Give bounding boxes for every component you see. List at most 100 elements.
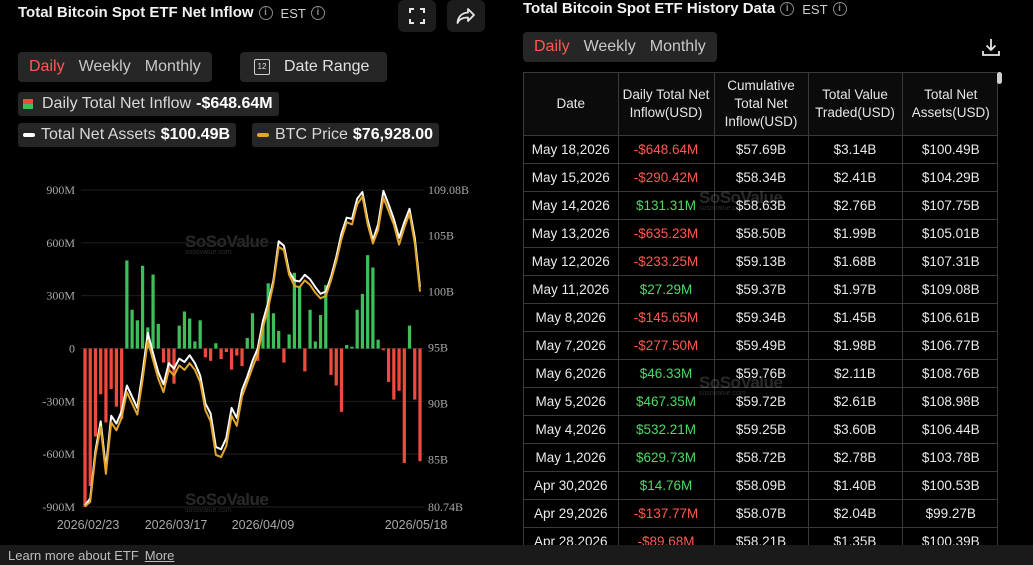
- table-cell: $106.44B: [902, 415, 997, 444]
- table-cell: May 6,2026: [524, 359, 619, 388]
- inflow-bar: [245, 337, 249, 349]
- info-icon[interactable]: i: [258, 6, 273, 21]
- table-cell: $100.49B: [902, 135, 997, 164]
- tab-weekly[interactable]: Weekly: [78, 58, 131, 75]
- history-period-tabs: Daily Weekly Monthly: [523, 32, 717, 62]
- tab-monthly[interactable]: Monthly: [144, 58, 201, 75]
- column-header[interactable]: Total Net Assets(USD): [902, 73, 997, 136]
- legend-inflow[interactable]: Daily Total Net Inflow -$648.64M: [18, 92, 279, 116]
- inflow-bar: [214, 343, 218, 349]
- table-row[interactable]: May 14,2026 $131.31M $58.63B $2.76B $107.75B: [524, 191, 997, 220]
- table-cell: $99.27B: [902, 499, 997, 528]
- table-cell: May 12,2026: [524, 247, 619, 276]
- table-row[interactable]: May 8,2026 -$145.65M $59.34B $1.45B $106.61B: [524, 303, 997, 332]
- table-row[interactable]: May 18,2026 -$648.64M $57.69B $3.14B $100.49…: [524, 135, 997, 164]
- table-cell: $59.13B: [714, 247, 809, 276]
- inflow-bar: [402, 348, 406, 463]
- tab-weekly[interactable]: Weekly: [583, 38, 636, 55]
- table-row[interactable]: Apr 28,2026 -$89.68M $58.21B $1.35B $100.39B: [524, 527, 997, 545]
- table-cell: $1.68B: [808, 247, 903, 276]
- left-axis-tick-label: 600M: [46, 236, 75, 250]
- inflow-bar: [292, 272, 296, 349]
- table-watermark-2: SoSoValue sosovalue.com: [699, 373, 783, 397]
- table-cell: $14.76M: [618, 471, 715, 500]
- left-axis-tick-label: 300M: [46, 289, 75, 303]
- table-cell: $100.39B: [902, 527, 997, 545]
- x-axis-tick-label: 2026/05/18: [385, 518, 448, 532]
- table-row[interactable]: May 11,2026 $27.29M $59.37B $1.97B $109.08B: [524, 275, 997, 304]
- more-link[interactable]: More: [144, 548, 175, 563]
- legend-assets[interactable]: Total Net Assets $100.49B: [18, 123, 237, 147]
- inflow-bar: [334, 348, 338, 386]
- table-row[interactable]: May 13,2026 -$635.23M $58.50B $1.99B $105.01…: [524, 219, 997, 248]
- table-row[interactable]: May 5,2026 $467.35M $59.72B $2.61B $108.98B: [524, 387, 997, 416]
- table-cell: $105.01B: [902, 219, 997, 248]
- legend-btc[interactable]: BTC Price $76,928.00: [252, 123, 439, 147]
- date-range-button[interactable]: 12 Date Range: [240, 52, 387, 82]
- inflow-bar: [229, 348, 234, 370]
- column-header[interactable]: Cumulative Total Net Inflow(USD): [714, 73, 809, 136]
- table-cell: $59.76B: [714, 359, 809, 388]
- net-inflow-panel: Total Bitcoin Spot ETF Net Inflow i EST i D…: [0, 0, 505, 545]
- inflow-bar: [418, 348, 422, 462]
- inflow-bar: [99, 348, 103, 395]
- inflow-bar: [271, 313, 276, 349]
- table-cell: $1.99B: [808, 219, 903, 248]
- column-header[interactable]: Daily Total Net Inflow(USD): [618, 73, 715, 136]
- table-cell: $58.50B: [714, 219, 809, 248]
- table-cell: $59.34B: [714, 303, 809, 332]
- table-cell: $58.72B: [714, 443, 809, 472]
- table-watermark-subtext-2: sosovalue.com: [699, 390, 746, 397]
- tab-daily[interactable]: Daily: [534, 38, 570, 55]
- timezone-info-icon[interactable]: i: [310, 6, 325, 21]
- table-cell: -$635.23M: [618, 219, 715, 248]
- inflow-bar: [172, 348, 176, 384]
- table-row[interactable]: Apr 29,2026 -$137.77M $58.07B $2.04B $99.27B: [524, 499, 997, 528]
- tab-daily[interactable]: Daily: [29, 58, 65, 75]
- inflow-bar: [219, 348, 223, 360]
- table-row[interactable]: May 1,2026 $629.73M $58.72B $2.78B $103.78B: [524, 443, 997, 472]
- inflow-bar: [83, 348, 87, 507]
- table-watermark-text: SoSoValue: [699, 188, 783, 207]
- fullscreen-icon: [409, 8, 425, 24]
- table-row[interactable]: May 15,2026 -$290.42M $58.34B $2.41B $104.29…: [524, 163, 997, 192]
- assets-swatch: [23, 133, 35, 137]
- table-watermark: SoSoValue sosovalue.com: [699, 188, 783, 212]
- table-cell: $3.60B: [808, 415, 903, 444]
- inflow-bar: [345, 344, 349, 349]
- column-header[interactable]: Total Value Traded(USD): [808, 73, 903, 136]
- inflow-bar: [297, 286, 302, 349]
- table-row[interactable]: Apr 30,2026 $14.76M $58.09B $1.40B $100.53B: [524, 471, 997, 500]
- footer-text: Learn more about ETF: [8, 548, 139, 563]
- table-watermark-text-2: SoSoValue: [699, 373, 783, 392]
- inflow-bar: [397, 348, 401, 391]
- share-button[interactable]: [447, 0, 485, 32]
- inflow-bar: [277, 330, 281, 349]
- table-row[interactable]: May 4,2026 $532.21M $59.25B $3.60B $106.44B: [524, 415, 997, 444]
- history-table-container[interactable]: Date Daily Total Net Inflow(USD) Cumulat…: [523, 72, 998, 545]
- table-cell: $2.76B: [808, 191, 903, 220]
- inflow-bar: [324, 285, 328, 349]
- table-row[interactable]: May 7,2026 -$277.50M $59.49B $1.98B $106.77B: [524, 331, 997, 360]
- timezone-info-icon[interactable]: i: [832, 2, 847, 17]
- info-icon[interactable]: i: [780, 2, 795, 17]
- fullscreen-button[interactable]: [398, 0, 436, 32]
- inflow-bar: [318, 315, 323, 349]
- table-cell: $109.08B: [902, 275, 997, 304]
- tab-monthly[interactable]: Monthly: [649, 38, 706, 55]
- table-scrollbar[interactable]: [997, 72, 1002, 84]
- table-row[interactable]: May 6,2026 $46.33M $59.76B $2.11B $108.76B: [524, 359, 997, 388]
- table-cell: May 5,2026: [524, 387, 619, 416]
- download-icon[interactable]: [980, 36, 1002, 58]
- table-cell: $59.72B: [714, 387, 809, 416]
- table-cell: $103.78B: [902, 443, 997, 472]
- column-header[interactable]: Date: [524, 73, 619, 136]
- table-cell: May 7,2026: [524, 331, 619, 360]
- table-cell: $59.37B: [714, 275, 809, 304]
- legend-btc-label: BTC Price: [275, 126, 348, 143]
- inflow-bar: [313, 341, 317, 349]
- inflow-bar: [193, 341, 197, 349]
- table-row[interactable]: May 12,2026 -$233.25M $59.13B $1.68B $107.31…: [524, 247, 997, 276]
- table-cell: $58.63B: [714, 191, 809, 220]
- inflow-bar: [140, 265, 145, 349]
